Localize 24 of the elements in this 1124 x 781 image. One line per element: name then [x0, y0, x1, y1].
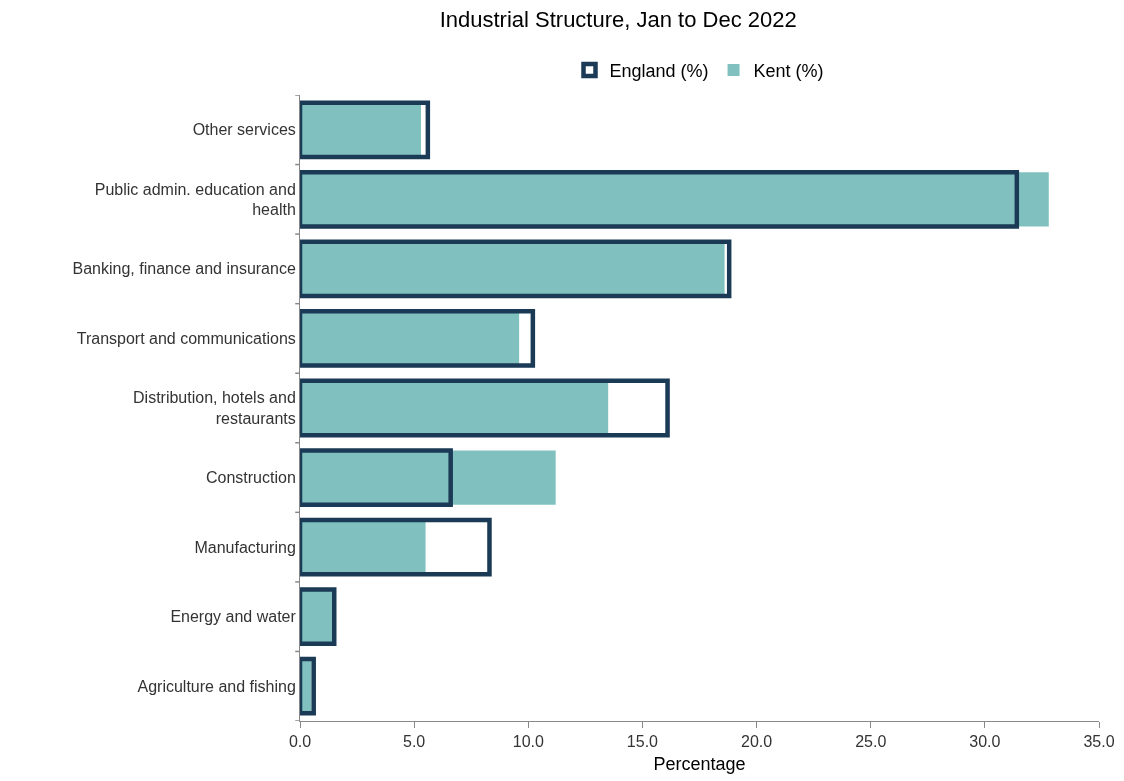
y-tick-label: Construction	[205, 469, 296, 487]
x-axis-title: Percentage	[653, 754, 746, 775]
x-tick-label: 25.0	[855, 733, 887, 751]
y-tick-label: Manufacturing	[194, 538, 296, 556]
x-tick-label: 10.0	[512, 733, 544, 751]
chart-title: Industrial Structure, Jan to Dec 2022	[439, 7, 797, 33]
x-tick-label: 5.0	[403, 733, 426, 751]
y-tick-label: Energy and water	[170, 608, 297, 626]
x-tick-label: 0.0	[288, 733, 312, 751]
x-tick-label: 35.0	[1083, 733, 1115, 751]
y-tick-label: Transport and communications	[76, 330, 296, 348]
y-tick-label: Agriculture and fishing	[137, 677, 296, 695]
x-tick-label: 20.0	[741, 733, 773, 751]
legend-label: Kent (%)	[753, 60, 824, 81]
y-tick-label: Other services	[192, 121, 296, 139]
y-tick-label: Public admin. education and health	[94, 180, 296, 219]
y-tick-label: Distribution, hotels and restaurants	[133, 389, 296, 427]
bar	[300, 380, 609, 436]
x-tick-label: 30.0	[969, 733, 1001, 751]
y-tick-label: Banking, finance and insurance	[72, 260, 296, 278]
bar	[300, 519, 426, 575]
legend-label: England (%)	[609, 60, 709, 81]
bar	[300, 450, 556, 505]
x-tick-label: 15.0	[626, 733, 659, 751]
